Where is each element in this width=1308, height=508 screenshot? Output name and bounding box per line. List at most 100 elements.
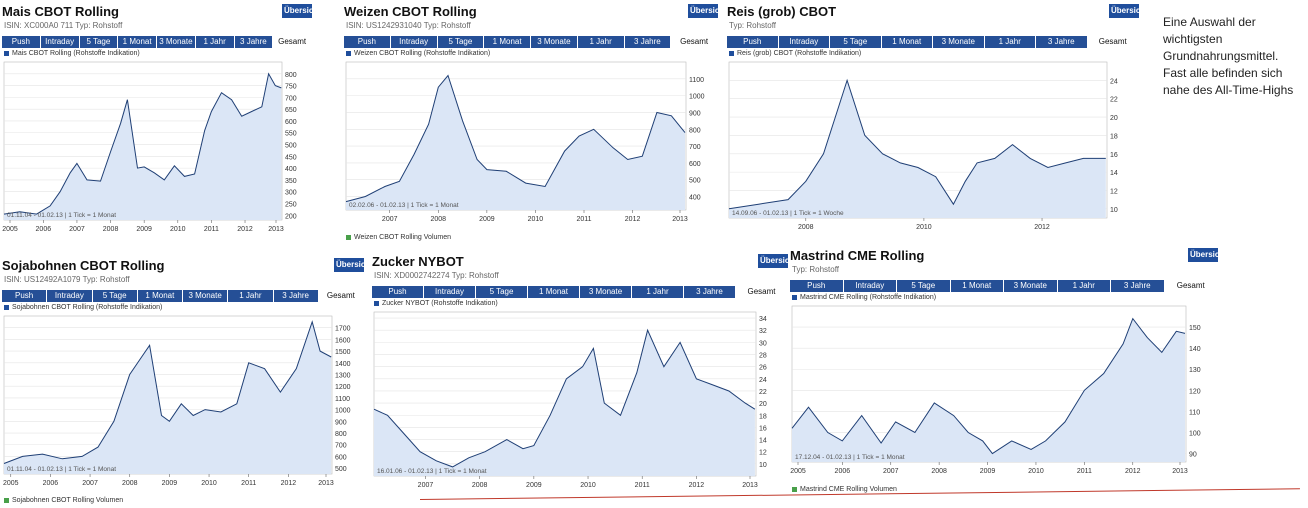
overview-button[interactable]: Übersicht <box>282 4 312 18</box>
x-tick-label: 2013 <box>268 226 284 233</box>
series-line <box>791 317 1186 455</box>
x-tick-label: 2010 <box>916 224 932 231</box>
y-tick-label: 28 <box>759 353 767 360</box>
tab-1-jahr[interactable]: 1 Jahr <box>1057 280 1110 292</box>
chart-legend: Zucker NYBOT (Rohstoffe Indikation) <box>374 300 498 307</box>
tab-5-tage[interactable]: 5 Tage <box>92 290 137 302</box>
legend-swatch <box>346 50 351 56</box>
y-tick-label: 250 <box>285 201 297 208</box>
tab-intraday[interactable]: Intraday <box>47 290 92 302</box>
tab-3-monate[interactable]: 3 Monate <box>580 286 631 298</box>
tab-3-jahre[interactable]: 3 Jahre <box>624 36 671 48</box>
y-tick-label: 700 <box>335 443 347 450</box>
chart-legend: Sojabohnen CBOT Rolling (Rohstoffe Indik… <box>4 304 162 311</box>
tab-push[interactable]: Push <box>2 290 47 302</box>
y-tick-label: 900 <box>335 419 347 426</box>
tab-3-monate[interactable]: 3 Monate <box>531 36 577 48</box>
tab-5-tage[interactable]: 5 Tage <box>79 36 118 48</box>
tab-1-monat[interactable]: 1 Monat <box>137 290 182 302</box>
panel-title: Reis (grob) CBOT <box>727 4 837 19</box>
tab-push[interactable]: Push <box>344 36 390 48</box>
tab-3-monate[interactable]: 3 Monate <box>157 36 195 48</box>
tab-1-jahr[interactable]: 1 Jahr <box>577 36 624 48</box>
x-tick-label: 2006 <box>36 226 52 233</box>
y-tick-label: 500 <box>689 178 701 185</box>
tab-gesamt[interactable]: Gesamt <box>736 286 787 298</box>
tab-intraday[interactable]: Intraday <box>40 36 79 48</box>
y-tick-label: 500 <box>285 143 297 150</box>
tab-1-monat[interactable]: 1 Monat <box>950 280 1003 292</box>
panel-zucker: Zucker NYBOT ISIN: XD0002742274 Typ: Roh… <box>372 254 788 504</box>
tab-3-jahre[interactable]: 3 Jahre <box>234 36 273 48</box>
x-tick-label: 2010 <box>201 480 217 487</box>
tab-1-jahr[interactable]: 1 Jahr <box>632 286 683 298</box>
y-tick-label: 34 <box>759 316 767 323</box>
overview-button[interactable]: Übersicht <box>688 4 718 18</box>
chart-legend: Reis (grob) CBOT (Rohstoffe Indikation) <box>729 50 861 57</box>
tab-intraday[interactable]: Intraday <box>843 280 896 292</box>
tab-gesamt[interactable]: Gesamt <box>318 290 363 302</box>
tab-3-monate[interactable]: 3 Monate <box>183 290 228 302</box>
y-tick-label: 600 <box>689 161 701 168</box>
tab-gesamt[interactable]: Gesamt <box>1087 36 1138 48</box>
tab-push[interactable]: Push <box>372 286 423 298</box>
overview-button[interactable]: Übersicht <box>334 258 364 272</box>
tab-1-jahr[interactable]: 1 Jahr <box>984 36 1035 48</box>
legend-label: Mais CBOT Rolling (Rohstoffe Indikation) <box>12 50 140 57</box>
range-tabs: Push Intraday 5 Tage 1 Monat 3 Monate 1 Jahr 3… <box>344 36 718 48</box>
tab-1-monat[interactable]: 1 Monat <box>881 36 932 48</box>
legend-swatch <box>374 300 379 306</box>
y-tick-label: 800 <box>285 72 297 79</box>
tab-push[interactable]: Push <box>790 280 843 292</box>
range-note: 14.09.06 - 01.02.13 | 1 Tick = 1 Woche <box>732 210 844 217</box>
legend-label: Mastrind CME Rolling (Rohstoffe Indikati… <box>800 294 937 301</box>
y-tick-label: 200 <box>285 213 297 220</box>
tab-1-jahr[interactable]: 1 Jahr <box>228 290 273 302</box>
tab-1-monat[interactable]: 1 Monat <box>484 36 530 48</box>
y-tick-label: 120 <box>1189 388 1201 395</box>
series-line <box>3 320 332 464</box>
y-tick-label: 10 <box>1110 207 1118 214</box>
tab-3-monate[interactable]: 3 Monate <box>933 36 984 48</box>
y-tick-label: 1000 <box>335 408 351 415</box>
x-tick-label: 2010 <box>170 226 186 233</box>
x-tick-label: 2012 <box>281 480 297 487</box>
tab-intraday[interactable]: Intraday <box>778 36 829 48</box>
tab-5-tage[interactable]: 5 Tage <box>897 280 950 292</box>
tab-1-monat[interactable]: 1 Monat <box>118 36 156 48</box>
overview-button[interactable]: Übersicht <box>1109 4 1139 18</box>
tab-intraday[interactable]: Intraday <box>424 286 475 298</box>
tab-intraday[interactable]: Intraday <box>390 36 437 48</box>
series-area <box>792 318 1185 462</box>
chart-reis: 10 12 14 16 18 20 22 24 2008 2010 2012 14.09.06 - 0… <box>728 61 1118 231</box>
range-tabs: Push Intraday 5 Tage 1 Monat 3 Monate 1 Jahr 3… <box>727 36 1139 48</box>
tab-gesamt[interactable]: Gesamt <box>273 36 311 48</box>
panel-reis: Reis (grob) CBOT Typ: Rohstoff Übersicht… <box>727 4 1139 240</box>
tab-1-jahr[interactable]: 1 Jahr <box>195 36 234 48</box>
legend-swatch <box>4 497 9 503</box>
tab-gesamt[interactable]: Gesamt <box>1164 280 1217 292</box>
tab-1-monat[interactable]: 1 Monat <box>528 286 579 298</box>
x-tick-label: 2013 <box>1172 468 1188 475</box>
tab-push[interactable]: Push <box>727 36 778 48</box>
tab-push[interactable]: Push <box>2 36 40 48</box>
range-note: 01.11.04 - 01.02.13 | 1 Tick = 1 Monat <box>7 466 116 473</box>
tab-5-tage[interactable]: 5 Tage <box>830 36 881 48</box>
tab-gesamt[interactable]: Gesamt <box>671 36 717 48</box>
tab-3-monate[interactable]: 3 Monate <box>1004 280 1057 292</box>
tab-5-tage[interactable]: 5 Tage <box>476 286 527 298</box>
y-tick-label: 20 <box>759 401 767 408</box>
overview-button[interactable]: Übersicht <box>1188 248 1218 262</box>
tab-3-jahre[interactable]: 3 Jahre <box>684 286 735 298</box>
tab-3-jahre[interactable]: 3 Jahre <box>273 290 318 302</box>
tab-5-tage[interactable]: 5 Tage <box>437 36 484 48</box>
volume-legend-label: Sojabohnen CBOT Rolling Volumen <box>12 497 124 504</box>
legend-swatch <box>4 304 9 310</box>
y-tick-label: 140 <box>1189 346 1201 353</box>
overview-button[interactable]: Übersicht <box>758 254 788 268</box>
tab-3-jahre[interactable]: 3 Jahre <box>1111 280 1164 292</box>
legend-swatch <box>729 50 734 56</box>
y-tick-label: 22 <box>1110 97 1118 104</box>
range-note: 16.01.06 - 01.02.13 | 1 Tick = 1 Monat <box>377 468 487 475</box>
tab-3-jahre[interactable]: 3 Jahre <box>1036 36 1087 48</box>
